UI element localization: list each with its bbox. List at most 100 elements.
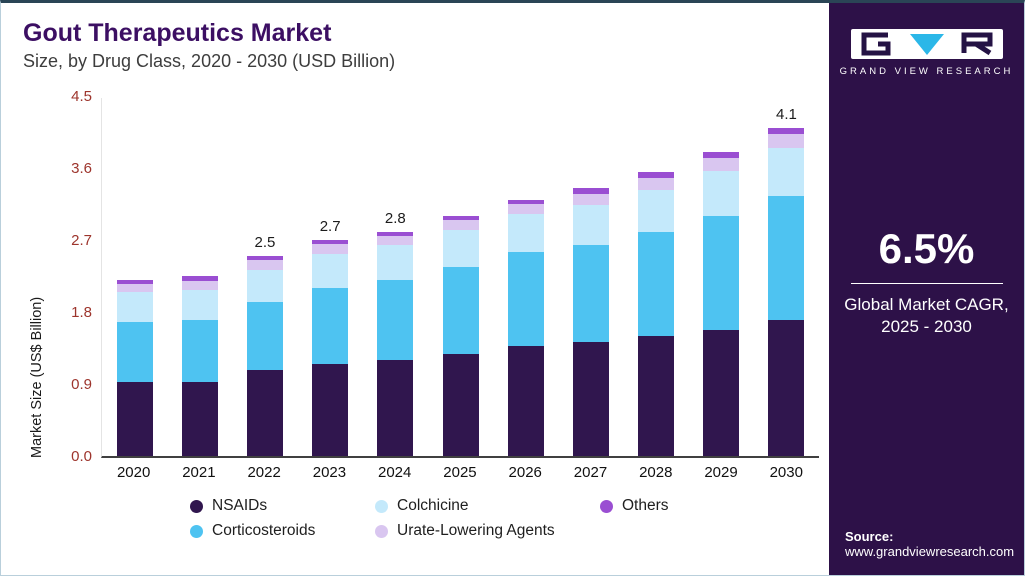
y-tick-label: 3.6 <box>71 160 92 177</box>
stacked-bar-2029 <box>703 152 740 456</box>
bar-group <box>102 98 167 456</box>
bar-segment-colchicine <box>246 269 283 303</box>
bar-segment-nsaids <box>246 370 283 456</box>
bar-segment-corticosteroids <box>638 232 675 336</box>
legend-row: Corticosteroids Urate-Lowering Agents <box>190 522 730 540</box>
x-tick-label: 2023 <box>312 464 347 481</box>
bar-segment-urate-lowering-agents <box>312 244 349 254</box>
bar-group <box>428 98 493 456</box>
bar-segment-nsaids <box>116 382 153 456</box>
bar-segment-nsaids <box>507 346 544 456</box>
x-tick-label: 2022 <box>247 464 281 481</box>
bar-segment-urate-lowering-agents <box>638 177 675 190</box>
bar-segment-others <box>246 256 283 261</box>
bar-segment-urate-lowering-agents <box>703 158 740 172</box>
bar-segment-others <box>442 216 479 221</box>
bar-segment-others <box>116 280 153 285</box>
cagr-block: 6.5% Global Market CAGR, 2025 - 2030 <box>829 225 1024 338</box>
x-tick-label: 2020 <box>116 464 151 481</box>
stacked-bar-2023: 2.7 <box>312 218 349 456</box>
source-block: Source: www.grandviewresearch.com <box>845 529 1014 559</box>
bar-total-label: 2.7 <box>319 218 341 236</box>
bar-segment-corticosteroids <box>572 244 609 343</box>
x-tick-label: 2029 <box>704 464 738 481</box>
source-url: www.grandviewresearch.com <box>845 544 1015 559</box>
bar-segment-colchicine <box>377 244 414 280</box>
bar-group: 4.1 <box>754 98 819 456</box>
bar-segment-colchicine <box>181 289 218 321</box>
x-tick-label: 2024 <box>378 464 412 481</box>
stacked-bar-2025 <box>442 216 479 456</box>
x-tick-label: 2027 <box>573 464 608 481</box>
bar-segment-urate-lowering-agents <box>507 204 544 214</box>
bar-segment-others <box>312 240 349 245</box>
bar-segment-corticosteroids <box>507 252 544 347</box>
source-label: Source: <box>845 529 894 544</box>
legend-label: Urate-Lowering Agents <box>397 522 555 539</box>
bar-segment-corticosteroids <box>768 196 805 320</box>
legend-label: Others <box>622 497 669 514</box>
legend: NSAIDs Colchicine Others Corticosteroids Ura… <box>101 497 819 540</box>
legend-dot-icon <box>600 499 613 513</box>
bar-total-label: 2.8 <box>384 210 406 228</box>
bar-segment-colchicine <box>507 213 544 253</box>
x-tick-label: 2030 <box>769 464 803 481</box>
bar-total-label: 4.1 <box>776 106 797 124</box>
stacked-bar-2024: 2.8 <box>377 210 414 456</box>
bar-segment-nsaids <box>181 381 218 456</box>
bar-segment-nsaids <box>768 320 805 456</box>
cagr-divider <box>850 283 1003 284</box>
chart-section: Gout Therapeutics Market Size, by Drug C… <box>1 3 829 575</box>
y-tick-label: 0.0 <box>71 448 92 465</box>
bar-group <box>558 98 623 456</box>
y-tick-label: 1.8 <box>71 304 92 321</box>
page-subtitle: Size, by Drug Class, 2020 - 2030 (USD Bi… <box>23 51 396 71</box>
bar-segment-colchicine <box>703 171 740 217</box>
bar-segment-corticosteroids <box>703 216 740 330</box>
bar-segment-corticosteroids <box>246 302 283 371</box>
bar-segment-nsaids <box>312 364 349 456</box>
x-tick-label: 2025 <box>443 464 477 481</box>
stacked-bar-2020 <box>116 280 153 456</box>
bar-segment-others <box>638 172 675 178</box>
legend-row: NSAIDs Colchicine Others <box>190 497 730 515</box>
y-tick-label: 2.7 <box>71 232 92 249</box>
cagr-label-line2: 2025 - 2030 <box>881 317 972 337</box>
bar-segment-nsaids <box>572 342 609 456</box>
bar-segment-urate-lowering-agents <box>181 280 218 290</box>
bar-segment-urate-lowering-agents <box>246 260 283 270</box>
bar-segment-urate-lowering-agents <box>377 236 414 245</box>
y-axis-label: Market Size (US$ Billion) <box>29 296 45 458</box>
cagr-value: 6.5% <box>878 225 975 272</box>
bar-segment-corticosteroids <box>377 280 414 360</box>
stacked-bar-2028 <box>638 172 675 456</box>
x-axis-labels: 2020 2021 2022 2023 2024 2025 2026 2027 2028 2029… <box>101 464 819 481</box>
grand-view-research-logo-icon <box>850 29 1003 59</box>
legend-item-others: Others <box>600 497 730 515</box>
bar-segment-corticosteroids <box>116 322 153 383</box>
legend-item-urate-lowering-agents: Urate-Lowering Agents <box>375 522 600 540</box>
stacked-bar-2030: 4.1 <box>768 106 805 456</box>
legend-item-nsaids: NSAIDs <box>190 497 375 515</box>
legend-label: Colchicine <box>397 497 469 514</box>
plot-area: 0.0 0.9 1.8 2.7 3.6 4.5 2.5 2.7 2.8 4.1 <box>71 88 819 465</box>
legend-dot-icon <box>190 499 203 513</box>
legend-label: Corticosteroids <box>212 522 316 539</box>
bar-segment-nsaids <box>442 353 479 456</box>
stacked-bar-2022: 2.5 <box>246 234 283 456</box>
stacked-bar-2027 <box>572 188 609 456</box>
bar-segment-urate-lowering-agents <box>572 193 609 205</box>
bar-group <box>493 98 558 456</box>
bar-segment-colchicine <box>116 292 153 323</box>
bar-segment-colchicine <box>638 189 675 232</box>
bar-segment-others <box>768 128 805 135</box>
cagr-label-line1: Global Market CAGR, <box>844 295 1009 314</box>
bar-group: 2.5 <box>232 98 297 456</box>
legend-item-corticosteroids: Corticosteroids <box>190 522 375 540</box>
bar-group <box>167 98 232 456</box>
x-tick-label: 2021 <box>182 464 216 481</box>
bar-segment-colchicine <box>312 253 349 288</box>
bar-segment-urate-lowering-agents <box>442 220 479 231</box>
bar-segment-colchicine <box>572 204 609 245</box>
